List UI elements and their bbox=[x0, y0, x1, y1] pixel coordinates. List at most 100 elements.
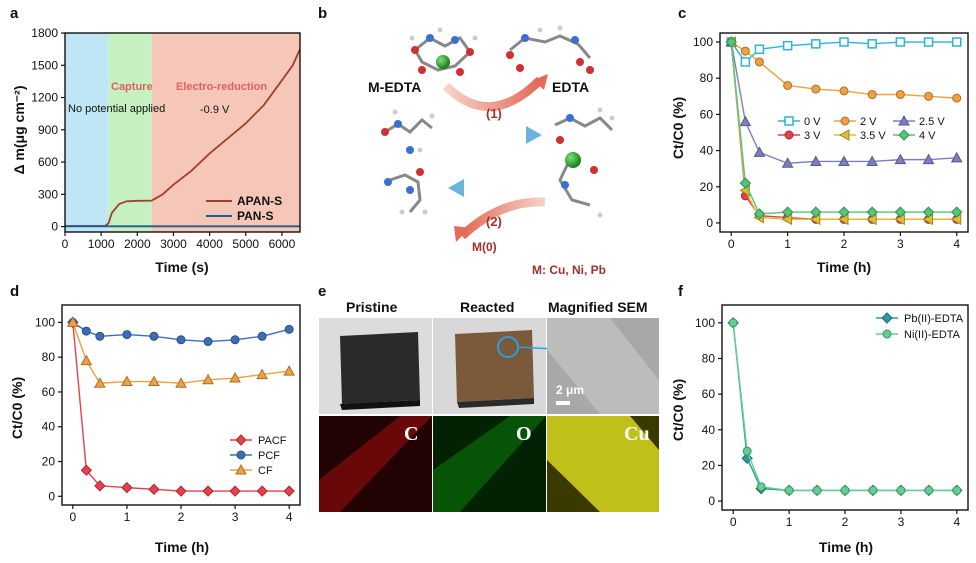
data-point bbox=[256, 485, 268, 497]
legend-label: 2.5 V bbox=[919, 116, 945, 128]
y-tick-label: 100 bbox=[693, 35, 713, 49]
x-tick-label: 3 bbox=[897, 237, 904, 251]
data-point bbox=[952, 485, 962, 495]
eds-label-o: O bbox=[516, 423, 532, 445]
legend-label: 3 V bbox=[804, 130, 821, 142]
series-line bbox=[730, 41, 957, 215]
data-point bbox=[784, 130, 794, 140]
edta-molecule bbox=[506, 25, 594, 74]
data-point bbox=[839, 86, 849, 96]
panel-label-a: a bbox=[10, 5, 19, 22]
data-point bbox=[867, 90, 877, 100]
data-point bbox=[951, 37, 962, 47]
x-tick-label: 2 bbox=[842, 515, 849, 529]
data-point bbox=[81, 326, 91, 336]
data-point bbox=[782, 40, 793, 51]
legend-label: 4 V bbox=[919, 130, 936, 142]
background-region bbox=[65, 33, 109, 232]
polymer-fragment-left bbox=[381, 109, 435, 154]
data-point bbox=[235, 434, 247, 446]
data-point bbox=[739, 177, 752, 189]
data-point bbox=[867, 39, 877, 49]
data-point bbox=[896, 485, 906, 495]
arrow-step1-head bbox=[533, 74, 548, 90]
panel-e-images: Pristine Reacted Magnified SEM 2 μm C O … bbox=[319, 299, 659, 512]
arrow-step2-curve bbox=[458, 197, 546, 240]
label-metals: M: Cu, Ni, Pb bbox=[532, 263, 606, 277]
axis-label-x-d: Time (h) bbox=[155, 539, 209, 555]
data-point bbox=[924, 485, 934, 495]
label-edta: EDTA bbox=[552, 79, 589, 95]
data-point bbox=[740, 57, 751, 67]
data-point bbox=[257, 331, 267, 341]
x-tick-label: 4 bbox=[953, 237, 960, 251]
data-point bbox=[781, 157, 794, 168]
data-point bbox=[121, 375, 133, 387]
data-point bbox=[922, 206, 935, 218]
data-point bbox=[923, 37, 934, 47]
data-point bbox=[898, 129, 910, 141]
x-tick-label: 2 bbox=[178, 510, 185, 524]
legend-label: PACF bbox=[258, 435, 287, 447]
y-tick-label: 1200 bbox=[31, 91, 58, 105]
data-point bbox=[176, 335, 186, 345]
data-point bbox=[175, 485, 187, 497]
x-tick-label: 3000 bbox=[160, 237, 187, 251]
axis-label-y-d: Ct/C0 (%) bbox=[9, 377, 25, 439]
y-tick-label: 80 bbox=[702, 351, 716, 365]
y-tick-label: 20 bbox=[700, 180, 714, 194]
data-point bbox=[202, 485, 214, 497]
data-point bbox=[895, 37, 906, 47]
data-point bbox=[784, 485, 794, 495]
data-point bbox=[94, 377, 106, 388]
axis-label-y-f: Ct/C0 (%) bbox=[670, 379, 686, 441]
y-tick-label: 60 bbox=[702, 387, 716, 401]
y-tick-label: 1800 bbox=[31, 26, 58, 40]
data-point bbox=[94, 480, 106, 492]
y-tick-label: 40 bbox=[700, 144, 714, 158]
scale-bar-label: 2 μm bbox=[556, 383, 584, 397]
data-point bbox=[894, 153, 907, 165]
data-point bbox=[149, 331, 159, 341]
data-point bbox=[753, 208, 766, 220]
y-tick-label: 900 bbox=[38, 123, 58, 137]
series-line bbox=[72, 321, 290, 343]
legend-a: APAN-S PAN-S bbox=[206, 194, 282, 223]
data-point bbox=[839, 37, 849, 47]
series-line bbox=[730, 41, 957, 99]
y-tick-label: 0 bbox=[706, 216, 713, 230]
data-point bbox=[728, 318, 738, 328]
data-point bbox=[781, 206, 794, 218]
data-point bbox=[80, 464, 93, 476]
y-tick-label: 60 bbox=[700, 107, 714, 121]
label-magnified-sem: Magnified SEM bbox=[548, 299, 648, 315]
data-point bbox=[924, 91, 934, 101]
series-line bbox=[730, 41, 957, 164]
region-label-no-potential: No potential applied bbox=[68, 103, 165, 115]
label-reacted: Reacted bbox=[460, 299, 514, 315]
panel-label-d: d bbox=[10, 283, 19, 300]
label-step2: (2) bbox=[486, 214, 502, 229]
y-tick-label: 80 bbox=[42, 350, 56, 364]
series-line bbox=[732, 322, 957, 492]
data-point bbox=[121, 481, 133, 494]
x-tick-label: 4 bbox=[953, 515, 960, 529]
label-m0: M(0) bbox=[472, 240, 497, 254]
data-point bbox=[784, 116, 794, 126]
legend-label-apan: APAN-S bbox=[237, 194, 282, 208]
data-point bbox=[950, 151, 963, 163]
data-point bbox=[894, 206, 907, 218]
data-point bbox=[812, 485, 822, 495]
axis-label-x-a: Time (s) bbox=[155, 259, 208, 275]
panel-label-f: f bbox=[678, 283, 684, 300]
y-tick-label: 20 bbox=[42, 455, 56, 469]
metal-complex-right bbox=[554, 107, 615, 218]
legend-label: 2 V bbox=[860, 116, 877, 128]
data-point bbox=[809, 155, 822, 166]
data-point bbox=[753, 146, 766, 157]
legend-label: 3.5 V bbox=[860, 130, 886, 142]
data-point bbox=[95, 331, 105, 341]
data-point bbox=[840, 116, 850, 126]
data-point bbox=[236, 450, 246, 460]
